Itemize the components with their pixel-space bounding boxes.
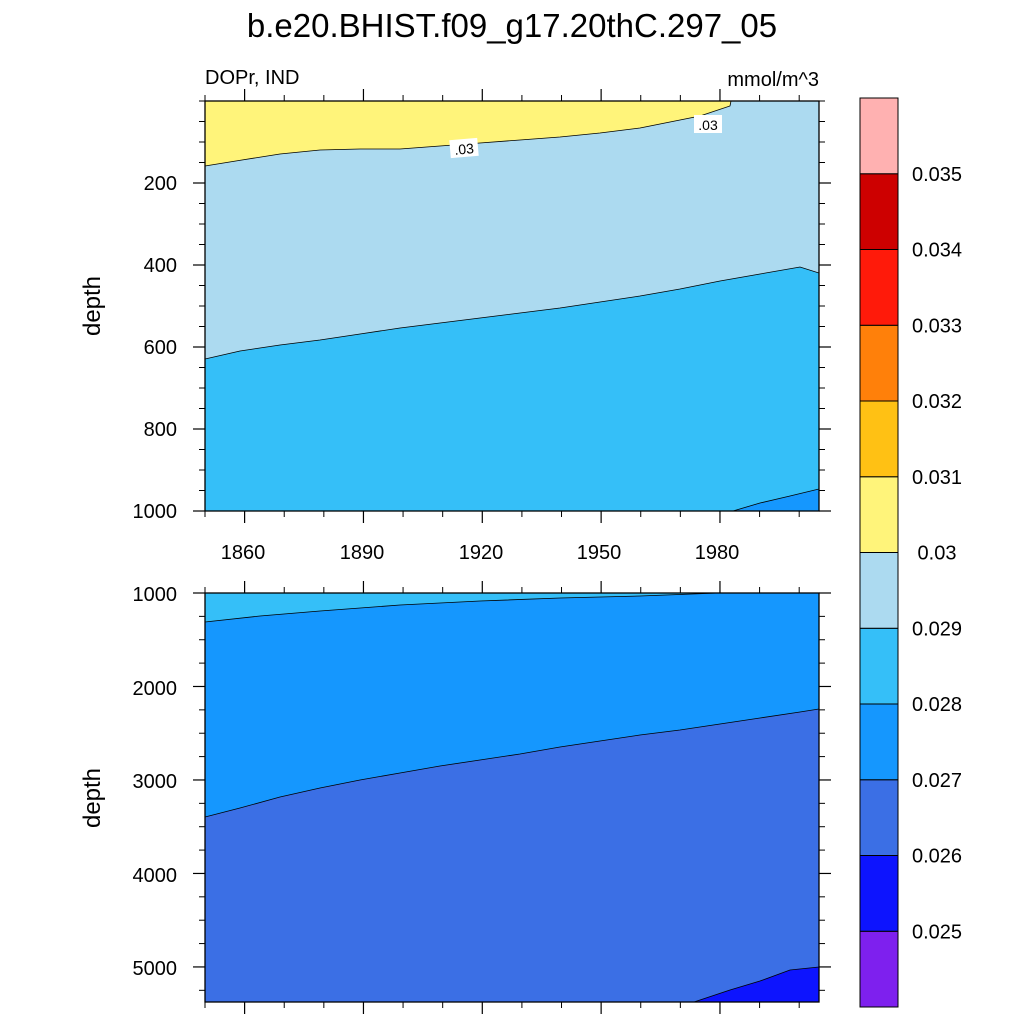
- colorbar-label: 0.03: [918, 543, 957, 565]
- colorbar-label: 0.031: [912, 467, 962, 489]
- lower-contour-fills: [205, 593, 819, 1002]
- upper-y-tick-label: 400: [144, 255, 177, 277]
- upper-contour-line-0.029: [205, 266, 819, 360]
- upper-y-tick-label: 800: [144, 419, 177, 441]
- upper-contour-label: .03: [449, 137, 479, 159]
- upper-x-tick-label: 1890: [340, 542, 385, 564]
- upper-x-tick-label: 1920: [459, 542, 504, 564]
- colorbar: 0.025 0.026 0.027 0.028 0.029 0.03 0.031 0.032 0…: [859, 97, 962, 1008]
- colorbar-box: [859, 324, 899, 402]
- colorbar-label: 0.027: [912, 770, 962, 792]
- lower-y-tick-label: 3000: [133, 771, 178, 793]
- upper-contour-line-0.03: [205, 101, 732, 167]
- colorbar-box: [859, 930, 899, 1008]
- upper-ticks: [193, 89, 831, 523]
- upper-y-tick-label: 200: [144, 173, 177, 195]
- lower-contour-line-0.028: [205, 593, 720, 623]
- upper-y-tick-label: 1000: [133, 501, 178, 523]
- upper-contour-label-text: .03: [454, 140, 475, 158]
- colorbar-label: 0.034: [912, 240, 962, 262]
- colorbar-box: [859, 627, 899, 705]
- lower-y-tick-label: 1000: [133, 584, 178, 606]
- upper-y-tick-label: 600: [144, 337, 177, 359]
- lower-plot-frame: [204, 592, 820, 1003]
- lower-y-tick-label: 2000: [133, 678, 178, 700]
- colorbar-box: [859, 779, 899, 856]
- figure-title: b.e20.BHIST.f09_g17.20thC.297_05: [246, 7, 778, 44]
- lower-fill-0.025-0.026: [694, 967, 819, 1002]
- lower-y-tick-label: 5000: [133, 958, 178, 980]
- colorbar-box: [859, 173, 899, 250]
- colorbar-box: [859, 703, 899, 781]
- upper-y-axis-label: depth: [79, 276, 106, 336]
- colorbar-label: 0.028: [912, 694, 962, 716]
- lower-panel: 1000 2000 3000 4000 5000 depth: [79, 581, 831, 1014]
- colorbar-label: 0.026: [912, 846, 962, 868]
- colorbar-box: [859, 97, 899, 175]
- lower-y-axis-label: depth: [79, 768, 106, 828]
- upper-contour-label: .03: [694, 115, 722, 133]
- upper-contour-fills: [205, 101, 819, 511]
- colorbar-box: [859, 400, 899, 478]
- upper-x-tick-label: 1950: [577, 542, 622, 564]
- colorbar-box: [859, 855, 899, 932]
- upper-subtitle-right: mmol/m^3: [727, 69, 819, 91]
- lower-contour-line-0.027: [205, 708, 819, 818]
- upper-x-tick-label: 1980: [695, 542, 740, 564]
- colorbar-box: [859, 249, 899, 326]
- upper-fill-0.028-0.029: [205, 267, 819, 511]
- colorbar-label: 0.032: [912, 391, 962, 413]
- lower-y-tick-label: 4000: [133, 865, 178, 887]
- colorbar-box: [859, 476, 899, 553]
- colorbar-label: 0.029: [912, 618, 962, 640]
- colorbar-label: 0.033: [912, 315, 962, 337]
- upper-x-tick-label: 1860: [221, 542, 266, 564]
- upper-contour-line-0.028: [732, 488, 819, 511]
- colorbar-label: 0.035: [912, 164, 962, 186]
- upper-panel: DOPr, IND mmol/m^3 .03 .03 200 400 600 8…: [79, 67, 831, 564]
- upper-contour-label-text: .03: [698, 117, 718, 133]
- upper-subtitle-left: DOPr, IND: [205, 67, 299, 89]
- lower-ticks: [193, 581, 831, 1014]
- lower-contour-line-0.026: [693, 966, 819, 1002]
- colorbar-label: 0.025: [912, 921, 962, 943]
- lower-fill-0.026-0.027: [205, 709, 819, 1002]
- colorbar-box: [859, 552, 899, 629]
